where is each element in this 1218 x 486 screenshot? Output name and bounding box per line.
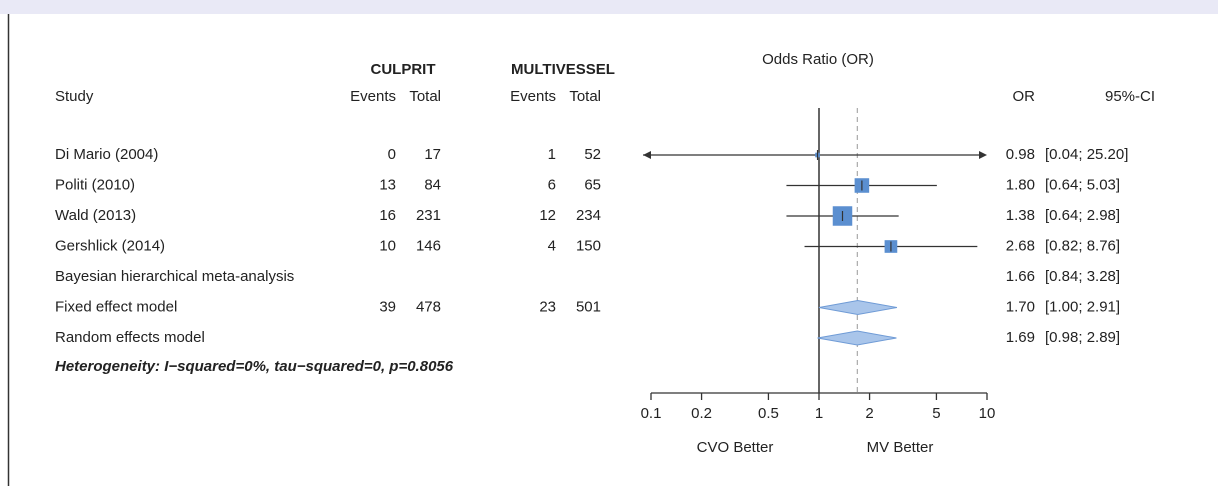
ci-value: [0.84; 3.28] [1045, 268, 1120, 285]
or-value: 1.66 [1006, 268, 1035, 285]
count: 65 [584, 176, 601, 193]
count: 4 [548, 237, 556, 254]
count: 39 [379, 298, 396, 315]
x-tick-label: 2 [865, 405, 873, 422]
ci-arrow [979, 151, 987, 159]
pooled-diamond [817, 330, 897, 346]
count: 501 [576, 298, 601, 315]
plot-title: Odds Ratio (OR) [762, 51, 874, 68]
count: 1 [548, 146, 556, 163]
top-band [0, 0, 1218, 14]
x-tick-label: 0.5 [758, 405, 779, 422]
column-header: Events [510, 88, 556, 105]
or-value: 0.98 [1006, 146, 1035, 163]
count: 478 [416, 298, 441, 315]
study-label: Politi (2010) [55, 176, 135, 193]
ci-value: [0.98; 2.89] [1045, 329, 1120, 346]
study-label: Bayesian hierarchical meta-analysis [55, 268, 294, 285]
column-header: OR [1013, 88, 1036, 105]
study-label: Di Mario (2004) [55, 146, 158, 163]
x-label: CVO Better [697, 439, 774, 456]
count: 17 [424, 146, 441, 163]
group-header: CULPRIT [371, 61, 436, 78]
column-header: Study [55, 88, 94, 105]
count: 23 [539, 298, 556, 315]
x-tick-label: 0.2 [691, 405, 712, 422]
or-value: 1.70 [1006, 298, 1035, 315]
count: 6 [548, 176, 556, 193]
study-label: Fixed effect model [55, 298, 177, 315]
ci-value: [1.00; 2.91] [1045, 298, 1120, 315]
x-tick-label: 1 [815, 405, 823, 422]
count: 0 [388, 146, 396, 163]
x-tick-label: 10 [979, 405, 996, 422]
ci-arrow [643, 151, 651, 159]
count: 12 [539, 207, 556, 224]
count: 234 [576, 207, 601, 224]
ci-value: [0.64; 5.03] [1045, 176, 1120, 193]
count: 231 [416, 207, 441, 224]
or-value: 1.38 [1006, 207, 1035, 224]
count: 52 [584, 146, 601, 163]
count: 84 [424, 176, 441, 193]
study-label: Random effects model [55, 329, 205, 346]
column-header: Total [409, 88, 441, 105]
or-value: 2.68 [1006, 237, 1035, 254]
count: 150 [576, 237, 601, 254]
ci-value: [0.04; 25.20] [1045, 146, 1128, 163]
count: 16 [379, 207, 396, 224]
or-value: 1.80 [1006, 176, 1035, 193]
ci-value: [0.64; 2.98] [1045, 207, 1120, 224]
study-label: Gershlick (2014) [55, 237, 165, 254]
pooled-diamond [818, 299, 898, 316]
or-value: 1.69 [1006, 329, 1035, 346]
column-header: Total [569, 88, 601, 105]
ci-value: [0.82; 8.76] [1045, 237, 1120, 254]
count: 13 [379, 176, 396, 193]
group-header: MULTIVESSEL [511, 61, 615, 78]
count: 10 [379, 237, 396, 254]
x-label: MV Better [867, 439, 934, 456]
heterogeneity: Heterogeneity: I−squared=0%, tau−squared… [55, 358, 454, 375]
column-header: Events [350, 88, 396, 105]
x-tick-label: 5 [932, 405, 940, 422]
count: 146 [416, 237, 441, 254]
column-header: 95%-CI [1105, 88, 1155, 105]
study-label: Wald (2013) [55, 207, 136, 224]
x-tick-label: 0.1 [641, 405, 662, 422]
